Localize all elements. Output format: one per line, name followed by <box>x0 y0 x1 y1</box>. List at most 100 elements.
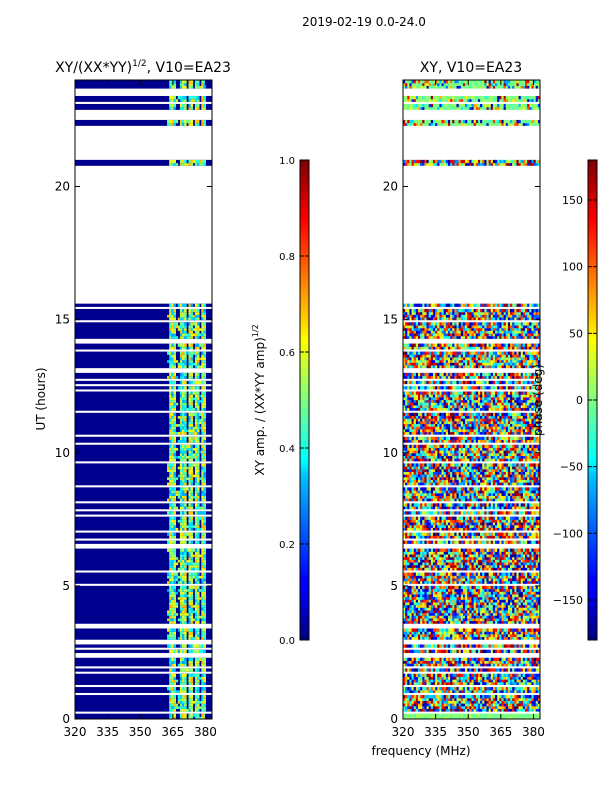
amp-heatmap-cell <box>175 591 179 595</box>
phase-heatmap-cell <box>477 607 481 611</box>
phase-heatmap-cell <box>482 687 485 691</box>
amp-heatmap-cell <box>173 314 177 318</box>
phase-heatmap-cell <box>518 609 522 614</box>
phase-heatmap-cell <box>435 567 438 571</box>
phase-heatmap-cell <box>490 588 494 592</box>
phase-heatmap-cell <box>505 649 509 654</box>
phase-heatmap-cell <box>422 633 425 638</box>
phase-heatmap-cell <box>533 617 537 622</box>
amp-heatmap-cell <box>173 399 177 403</box>
amp-heatmap-cell <box>171 394 174 398</box>
phase-heatmap-cell <box>520 588 524 592</box>
amp-heatmap-cell <box>194 468 198 472</box>
phase-heatmap-cell <box>439 604 442 608</box>
amp-heatmap-cell <box>173 316 177 321</box>
amp-heatmap-cell <box>177 617 181 622</box>
phase-heatmap-cell <box>499 681 502 685</box>
amp-heatmap-cell <box>182 503 185 507</box>
phase-heatmap-cell <box>405 553 408 558</box>
amp-heatmap-cell <box>197 327 200 331</box>
phase-heatmap-cell <box>497 673 500 677</box>
phase-heatmap-cell <box>417 676 421 680</box>
phase-heatmap-cell <box>450 679 453 683</box>
amp-heatmap <box>75 80 212 719</box>
phase-heatmap-cell <box>484 703 487 707</box>
amp-heatmap-cell <box>194 106 198 110</box>
phase-heatmap-cell <box>420 607 423 611</box>
phase-heatmap-cell <box>503 609 507 614</box>
phase-heatmap-cell <box>533 708 537 712</box>
phase-heatmap-cell <box>413 705 417 709</box>
amp-heatmap-cell <box>169 668 172 672</box>
phase-heatmap-cell <box>492 660 496 664</box>
amp-heatmap-cell <box>184 332 187 337</box>
amp-heatmap-cell <box>203 85 206 89</box>
amp-heatmap-cell <box>188 548 191 552</box>
amp-heatmap-cell <box>188 591 191 595</box>
phase-heatmap-cell <box>490 663 494 667</box>
phase-heatmap-cell <box>443 612 447 616</box>
phase-heatmap-cell <box>497 588 500 592</box>
amp-heatmap-cell <box>197 447 200 451</box>
phase-heatmap-cell <box>426 708 430 712</box>
amp-heatmap-cell <box>201 636 204 640</box>
amp-heatmap-cell <box>201 463 204 467</box>
amp-heatmap-cell <box>197 396 200 401</box>
phase-heatmap-cell <box>413 564 417 568</box>
phase-heatmap-cell <box>495 673 498 677</box>
amp-heatmap-cell <box>192 396 196 401</box>
amp-heatmap-cell <box>190 391 194 395</box>
phase-heatmap-cell <box>454 577 457 582</box>
phase-heatmap-cell <box>480 559 483 563</box>
amp-heatmap-cell <box>192 564 196 568</box>
phase-heatmap-cell <box>462 588 466 592</box>
phase-heatmap-cell <box>535 596 539 600</box>
phase-heatmap-cell <box>473 689 477 693</box>
phase-heatmap-cell <box>420 668 423 672</box>
amp-heatmap-cell <box>197 703 200 707</box>
amp-heatmap-cell <box>188 423 191 427</box>
phase-heatmap-cell <box>522 703 526 707</box>
amp-heatmap-cell <box>179 335 183 339</box>
amp-heatmap-cell <box>169 407 172 411</box>
amp-heatmap-cell <box>179 503 183 507</box>
phase-heatmap-cell <box>413 604 417 608</box>
amp-heatmap-cell <box>197 404 200 409</box>
phase-heatmap-cell <box>469 591 472 595</box>
phase-heatmap-cell <box>405 689 408 693</box>
phase-heatmap-cell <box>413 695 417 699</box>
amp-heatmap-cell <box>188 695 191 699</box>
amp-heatmap-cell <box>194 327 198 331</box>
amp-heatmap-cell <box>182 492 185 496</box>
phase-heatmap-cell <box>405 575 408 579</box>
amp-heatmap-row <box>75 490 212 494</box>
phase-heatmap-cell <box>465 636 468 640</box>
phase-heatmap-cell <box>499 607 502 611</box>
amp-heatmap-cell <box>179 695 183 699</box>
amp-heatmap-cell <box>184 487 187 491</box>
phase-heatmap-cell <box>450 564 453 568</box>
phase-heatmap-cell <box>492 591 496 595</box>
amp-heatmap-cell <box>173 487 177 491</box>
phase-heatmap-cell <box>403 705 406 709</box>
phase-heatmap-cell <box>490 689 494 693</box>
amp-heatmap-cell <box>201 444 204 449</box>
amp-heatmap-cell <box>182 644 185 648</box>
phase-heatmap-cell <box>512 689 515 693</box>
phase-heatmap-cell <box>518 703 522 707</box>
phase-heatmap-cell <box>514 620 517 624</box>
amp-heatmap-cell <box>182 615 185 619</box>
amp-heatmap-row <box>75 407 212 411</box>
phase-heatmap-cell <box>527 561 530 566</box>
phase-heatmap-cell <box>503 580 507 584</box>
phase-heatmap-cell <box>505 695 509 699</box>
phase-heatmap-cell <box>452 612 455 616</box>
amp-heatmap-cell <box>190 695 194 699</box>
amp-heatmap-cell <box>175 476 179 480</box>
phase-heatmap-cell <box>510 697 513 701</box>
phase-heatmap-cell <box>520 644 524 648</box>
amp-heatmap-cell <box>201 364 204 369</box>
amp-heatmap-cell <box>179 681 183 685</box>
phase-heatmap-cell <box>462 705 466 709</box>
phase-heatmap-cell <box>413 660 417 664</box>
